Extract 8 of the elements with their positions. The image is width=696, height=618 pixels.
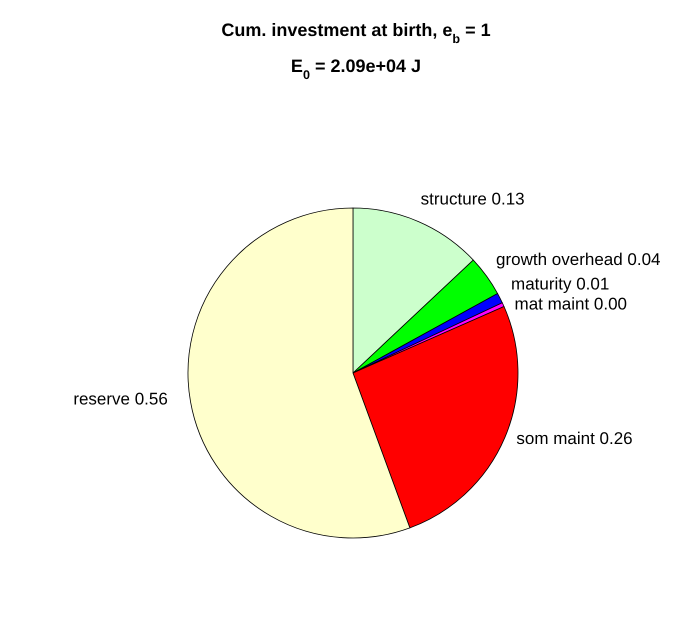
slice-label: mat maint 0.00 (514, 294, 628, 314)
slice-label: maturity 0.01 (511, 274, 610, 294)
slice-label: som maint 0.26 (516, 429, 633, 448)
chart-subtitle: E$_{0}$ = 2.09e+04 J (290, 56, 422, 82)
slice-label: reserve 0.56 (73, 390, 168, 409)
slice-label: structure 0.13 (420, 190, 525, 209)
slice-label: growth overhead 0.04 (496, 250, 661, 269)
chart-title: Cum. investment at birth, e$_{b}$ = 1 (221, 20, 491, 46)
